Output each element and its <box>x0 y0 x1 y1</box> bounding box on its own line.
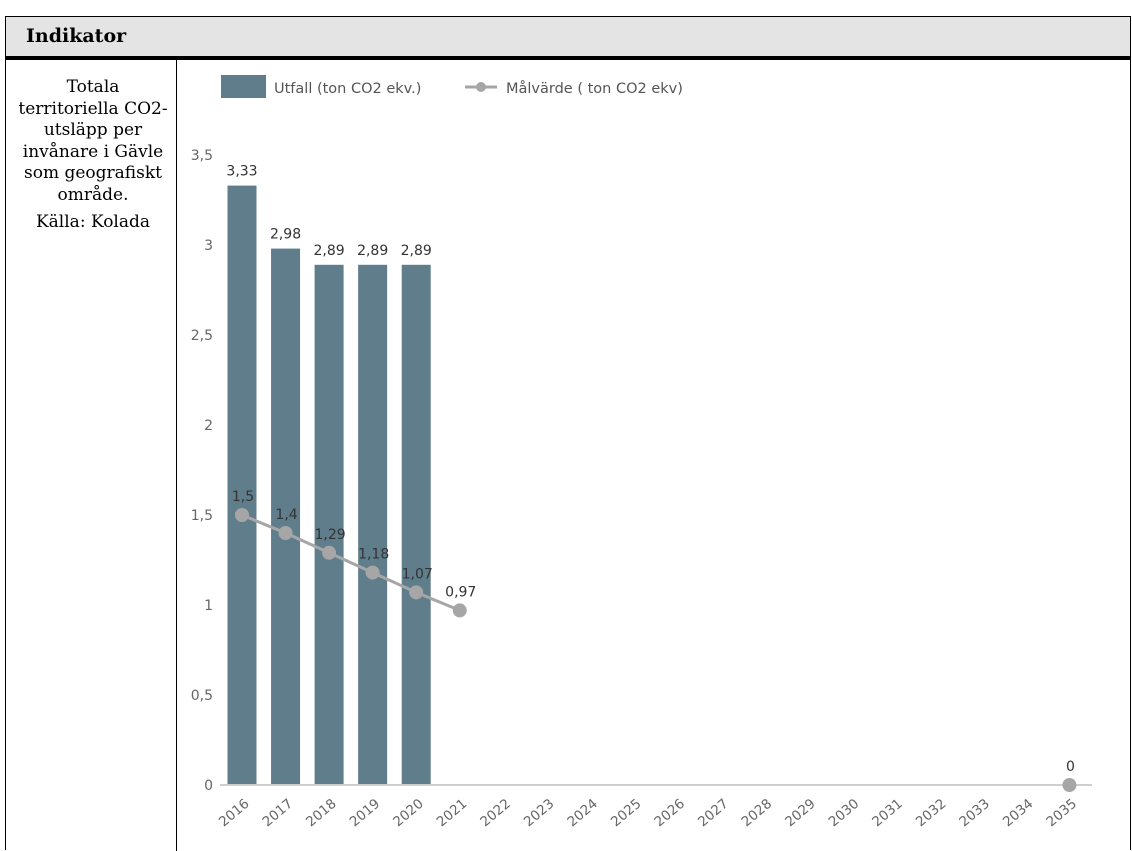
y-tick-label: 0 <box>204 778 213 794</box>
indicator-description: Totala territoriella CO2-utsläpp per inv… <box>18 77 168 205</box>
target-point <box>1062 778 1077 792</box>
bar <box>227 185 257 786</box>
x-tick-label: 2026 <box>651 796 688 830</box>
target-value-label: 1,18 <box>358 547 389 563</box>
x-tick-label: 2032 <box>913 796 950 830</box>
legend-bar-swatch <box>221 75 266 98</box>
x-tick-label: 2029 <box>782 796 819 830</box>
bar-value-label: 2,98 <box>270 227 301 243</box>
y-tick-label: 0,5 <box>191 688 213 704</box>
x-tick-label: 2031 <box>869 796 906 830</box>
indicator-description-cell: Totala territoriella CO2-utsläpp per inv… <box>18 77 168 234</box>
x-tick-label: 2028 <box>739 796 776 830</box>
y-tick-label: 2 <box>204 418 213 434</box>
target-point <box>365 565 380 580</box>
bar-value-label: 3,33 <box>226 164 257 180</box>
x-tick-label: 2034 <box>1000 796 1037 830</box>
legend-line-label: Målvärde ( ton CO2 ekv) <box>506 80 683 97</box>
y-tick-label: 1,5 <box>191 508 213 524</box>
target-value-label: 1,4 <box>275 507 297 523</box>
bar <box>271 248 301 786</box>
target-value-label: 1,29 <box>315 527 346 543</box>
bar-series: 3,33 2,98 2,89 2,89 2,89 <box>226 164 432 786</box>
target-point <box>322 545 337 560</box>
y-axis: 0 0,5 1 1,5 2 2,5 3 3,5 <box>191 148 213 794</box>
x-tick-label: 2021 <box>434 796 471 830</box>
target-value-label: 1,5 <box>232 489 254 505</box>
bar <box>314 264 344 785</box>
chart-legend: Utfall (ton CO2 ekv.) Målvärde ( ton CO2… <box>221 75 683 98</box>
x-tick-label: 2027 <box>695 796 732 830</box>
table-header: Indikator <box>6 17 1130 60</box>
y-tick-label: 2,5 <box>191 328 213 344</box>
x-tick-label: 2022 <box>477 796 514 830</box>
target-value-label: 1,07 <box>402 566 433 582</box>
y-tick-label: 3 <box>204 238 213 254</box>
indicator-source: Källa: Kolada <box>35 212 151 232</box>
x-tick-label: 2020 <box>390 796 427 830</box>
x-tick-label: 2019 <box>347 796 384 830</box>
x-tick-label: 2030 <box>826 796 863 830</box>
target-line <box>241 513 461 612</box>
x-tick-label: 2017 <box>260 796 297 830</box>
y-tick-label: 1 <box>204 598 213 614</box>
line-series: 1,5 1,4 1,29 1,18 1,07 0,97 0 <box>232 489 1077 792</box>
column-divider <box>176 60 177 851</box>
x-axis: 2016 2017 2018 2019 2020 2021 2022 2023 2024 2025… <box>216 796 1080 830</box>
header-title: Indikator <box>26 25 127 47</box>
x-tick-label: 2023 <box>521 796 558 830</box>
target-value-label: 0 <box>1066 759 1075 775</box>
target-value-label: 0,97 <box>445 584 476 600</box>
bar-value-label: 2,89 <box>357 243 388 259</box>
x-tick-label: 2033 <box>956 796 993 830</box>
target-point <box>235 508 249 522</box>
x-tick-label: 2035 <box>1043 796 1080 830</box>
x-tick-label: 2018 <box>303 796 340 830</box>
y-tick-label: 3,5 <box>191 148 213 164</box>
bar-value-label: 2,89 <box>401 243 432 259</box>
target-point <box>278 526 293 540</box>
legend-line-marker <box>476 82 486 92</box>
legend-bar-label: Utfall (ton CO2 ekv.) <box>274 81 421 97</box>
x-tick-label: 2024 <box>564 796 601 830</box>
x-tick-label: 2016 <box>216 796 253 830</box>
indicator-table: Indikator Totala territoriella CO2-utslä… <box>5 16 1131 851</box>
bar <box>401 264 431 785</box>
bar <box>358 264 388 785</box>
x-tick-label: 2025 <box>608 796 645 830</box>
bar-value-label: 2,89 <box>314 243 345 259</box>
target-point <box>452 603 467 618</box>
target-point <box>409 585 424 600</box>
